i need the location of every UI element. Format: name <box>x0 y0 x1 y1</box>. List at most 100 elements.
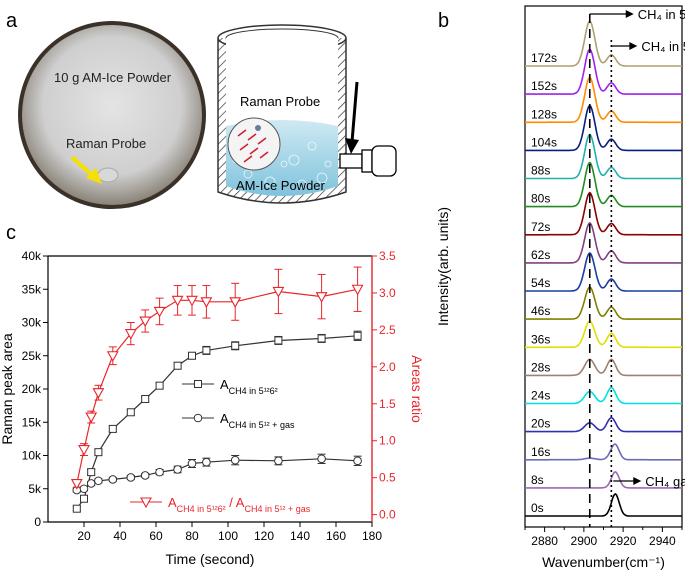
legend2-label: ACH4 in 5¹² + gas <box>220 411 295 430</box>
spectrum-line-104s <box>525 104 682 152</box>
spectrum-label-104s: 104s <box>531 135 557 149</box>
kin-point-triangle-13 <box>315 292 328 303</box>
kin-xtick-label-140: 140 <box>290 529 310 543</box>
kin-point-circle-12 <box>274 456 283 466</box>
spectrum-label-128s: 128s <box>531 107 557 121</box>
kin-point-square-5 <box>126 408 135 417</box>
kin-series-line-1 <box>76 458 358 491</box>
kin-point-square-2 <box>87 468 96 477</box>
kin-point-square-11 <box>231 341 240 350</box>
kin-xtick-label-60: 60 <box>149 529 163 543</box>
spectrum-label-172s: 172s <box>531 51 557 65</box>
spectrum-line-0s <box>525 493 682 517</box>
photo-label: 10 g AM-Ice Powder <box>54 70 172 85</box>
spectrum-label-36s: 36s <box>531 332 550 346</box>
spectrum-label-152s: 152s <box>531 79 557 93</box>
kin-point-triangle-4 <box>106 351 119 362</box>
spectrum-line-16s <box>525 443 682 461</box>
kin-point-square-6 <box>141 394 150 403</box>
kin-point-triangle-2 <box>85 412 98 424</box>
kin-xtick-label-20: 20 <box>77 529 91 543</box>
kin-point-circle-2 <box>86 479 96 488</box>
spectrum-label-46s: 46s <box>531 304 550 318</box>
molecule-icon <box>255 125 261 131</box>
kin-point-triangle-14 <box>351 284 364 296</box>
kin-y2tick-label-0.5: 0.5 <box>379 471 396 485</box>
spectrum-label-72s: 72s <box>531 220 550 234</box>
kin-y2label: Areas ratio <box>409 355 425 423</box>
kin-xlabel: Time (second) <box>166 551 255 567</box>
kin-point-square-12 <box>274 336 283 345</box>
kin-xtick-label-180: 180 <box>362 529 382 543</box>
kin-series-line-0 <box>76 335 358 510</box>
annot-gas-label: CH₄ gas <box>645 474 685 489</box>
spectrum-line-28s <box>525 358 682 377</box>
spectrum-line-8s <box>525 471 682 489</box>
probe-arrow-head-icon <box>345 138 359 154</box>
kin-point-square-7 <box>155 381 164 390</box>
panel-a-schematic: Raman Probe AM-Ice Powder <box>217 24 397 204</box>
legend1-label: ACH4 in 5¹²6² <box>220 377 278 396</box>
annot-gas-arrow-head-icon <box>633 477 642 485</box>
spectrum-label-80s: 80s <box>531 192 550 206</box>
kin-point-circle-10 <box>202 457 211 467</box>
kin-ytick-label-10000: 10k <box>22 449 42 463</box>
kin-series-line-2 <box>76 288 358 484</box>
kin-point-circle-8 <box>173 465 182 474</box>
kin-point-circle-9 <box>187 459 197 468</box>
spectrum-line-20s <box>525 416 682 433</box>
kin-ytick-label-25000: 25k <box>22 349 42 363</box>
kin-y2tick-label-0: 0.0 <box>379 508 396 522</box>
schematic-probe-label: Raman Probe <box>240 94 320 109</box>
kin-y2tick-label-3.5: 3.5 <box>379 249 396 263</box>
spectrum-line-72s <box>525 191 682 236</box>
kin-ytick-label-15000: 15k <box>22 415 42 429</box>
kin-point-triangle-12 <box>272 286 285 298</box>
annot-small-label: CH₄ in 5¹² <box>641 39 685 54</box>
spectrum-line-88s <box>525 133 682 180</box>
kin-point-circle-7 <box>155 467 164 477</box>
probe-fitting <box>339 153 363 169</box>
kin-y2tick-label-2: 2.0 <box>379 360 396 374</box>
panel-letter-b: b <box>438 10 450 32</box>
photo-disc <box>22 25 202 205</box>
kin-point-square-13 <box>317 334 326 343</box>
yellow-arrow-head-icon <box>86 168 102 184</box>
photo-probe-label: Raman Probe <box>66 136 146 151</box>
kin-point-circle-1 <box>79 484 89 494</box>
kin-point-square-0 <box>72 504 81 513</box>
kin-ytick-label-40000: 40k <box>22 249 42 263</box>
legend3-label: ACH4 in 5¹²6² / ACH4 in 5¹² + gas <box>168 495 311 514</box>
spectrum-label-62s: 62s <box>531 248 550 262</box>
kin-point-square-1 <box>80 494 88 503</box>
annot-large-arrow-head-icon <box>625 10 634 18</box>
spectrum-label-20s: 20s <box>531 417 550 431</box>
spectrum-line-54s <box>525 252 682 292</box>
spectra-xtick-label-2900: 2900 <box>571 534 598 548</box>
kin-xtick-label-80: 80 <box>185 529 199 543</box>
kin-y2tick-label-3: 3.0 <box>379 286 396 300</box>
kin-point-circle-4 <box>108 475 118 484</box>
probe-spot <box>97 167 119 183</box>
spectrum-line-152s <box>525 48 682 95</box>
panel-letter-c: c <box>6 222 16 244</box>
kin-point-square-10 <box>202 346 211 355</box>
kinetics-chart: 20 40 60 80 100 120 140 160 180 0 5k 10k 15k 20k 25k 30… <box>0 249 425 567</box>
spectra-chart: 0s 8s 16s 20s 24s 28s 36s 46s 54s 62s 72s 80s 88s 104… <box>435 5 685 570</box>
kin-y2tick-label-2.5: 2.5 <box>379 323 396 337</box>
legend3-triangle-icon <box>140 497 152 509</box>
kin-y2tick-label-1: 1.0 <box>379 434 396 448</box>
hydrate-crystal-icon <box>237 129 269 163</box>
kin-ytick-label-30000: 30k <box>22 316 42 330</box>
spectra-xtick-label-2940: 2940 <box>649 534 676 548</box>
kin-point-triangle-8 <box>171 295 184 307</box>
kin-point-circle-3 <box>94 476 103 486</box>
spectrum-label-16s: 16s <box>531 445 550 459</box>
panel-letter-a: a <box>6 10 18 32</box>
spectrum-line-24s <box>525 386 682 405</box>
probe-arrow-shaft <box>350 81 359 143</box>
panel-a-photo: 10 g AM-Ice Powder Raman Probe <box>18 21 206 209</box>
kin-point-triangle-10 <box>200 297 213 308</box>
legend2-circle-icon <box>193 413 203 423</box>
probe-flange <box>361 149 373 173</box>
